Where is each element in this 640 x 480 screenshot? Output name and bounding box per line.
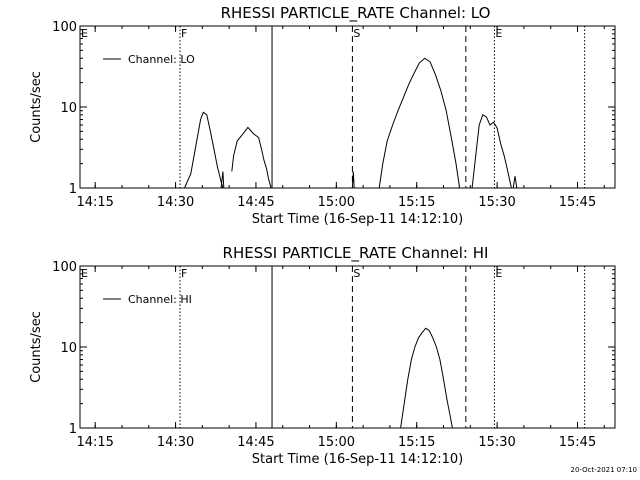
plot-frame <box>79 265 616 429</box>
series-line <box>184 111 224 189</box>
series-line <box>351 171 355 189</box>
series-line <box>231 126 272 189</box>
x-tick-label: 15:45 <box>559 195 596 210</box>
x-tick-label: 15:45 <box>559 435 596 450</box>
y-axis-label: Counts/sec <box>29 71 44 143</box>
event-marker-label: E <box>495 267 502 280</box>
date-stamp: 20-Oct-2021 07:10 <box>570 466 637 474</box>
plot-frame <box>79 25 616 189</box>
legend-label: Channel: HI <box>128 293 192 306</box>
event-marker-label: F <box>181 267 187 280</box>
x-tick-label: 15:30 <box>478 195 515 210</box>
event-marker-label: E <box>495 27 502 40</box>
series-line <box>378 57 461 189</box>
x-tick-label: 15:00 <box>318 435 355 450</box>
y-tick-label: 100 <box>52 20 77 35</box>
x-tick-label: 15:15 <box>398 435 435 450</box>
x-tick-label: 14:45 <box>237 195 274 210</box>
x-tick-label: 14:45 <box>237 435 274 450</box>
y-tick-label: 100 <box>52 260 77 275</box>
series-line <box>471 114 512 189</box>
series-line <box>400 327 453 429</box>
y-tick-label: 1 <box>69 182 77 197</box>
chart-title: RHESSI PARTICLE_RATE Channel: LO <box>221 4 491 23</box>
x-tick-label: 15:30 <box>478 435 515 450</box>
event-marker-label: E <box>81 27 88 40</box>
x-tick-label: 14:15 <box>76 195 113 210</box>
event-marker-label: S <box>353 27 360 40</box>
x-axis-label: Start Time (16-Sep-11 14:12:10) <box>252 212 463 227</box>
chart-title: RHESSI PARTICLE_RATE Channel: HI <box>223 244 489 263</box>
x-tick-label: 14:30 <box>157 435 194 450</box>
x-axis-label: Start Time (16-Sep-11 14:12:10) <box>252 452 463 467</box>
series-line <box>220 171 225 189</box>
y-tick-label: 10 <box>60 341 77 356</box>
x-tick-label: 14:15 <box>76 435 113 450</box>
event-marker-label: S <box>353 267 360 280</box>
chart-panel-2: RHESSI PARTICLE_RATE Channel: HI 14:15 14:… <box>29 244 616 467</box>
series-line <box>512 176 518 189</box>
y-tick-label: 1 <box>69 422 77 437</box>
chart-panel-1: RHESSI PARTICLE_RATE Channel: LO 14:15 14:… <box>29 4 616 227</box>
legend-label: Channel: LO <box>128 53 195 66</box>
event-marker-label: F <box>181 27 187 40</box>
x-tick-label: 15:00 <box>318 195 355 210</box>
x-tick-label: 15:15 <box>398 195 435 210</box>
y-axis-label: Counts/sec <box>29 311 44 383</box>
event-marker-label: E <box>81 267 88 280</box>
x-tick-label: 14:30 <box>157 195 194 210</box>
y-tick-label: 10 <box>60 101 77 116</box>
